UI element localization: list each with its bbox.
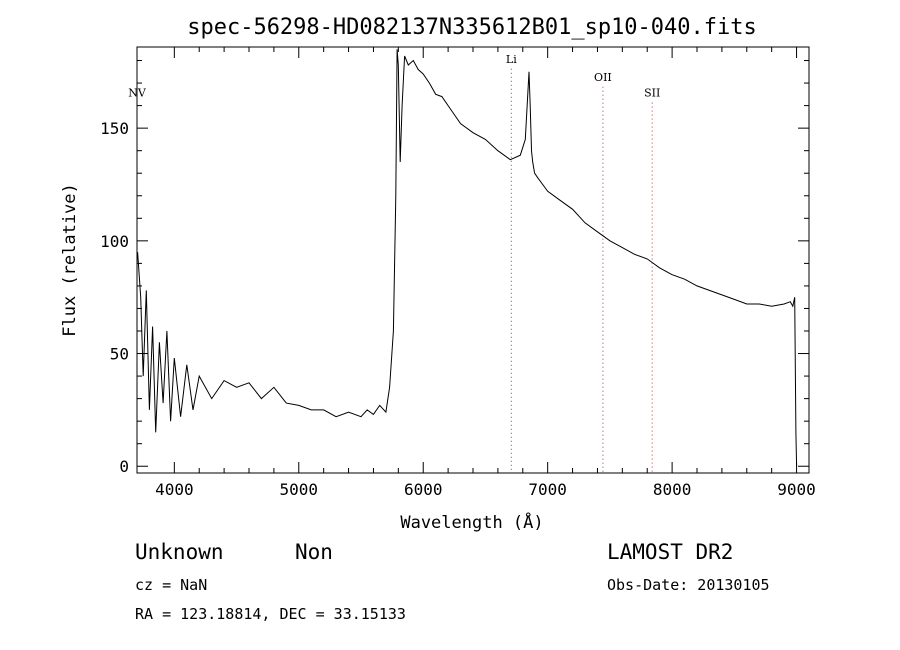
object-class: Unknown [135, 540, 224, 564]
redshift-value: cz = NaN [135, 576, 208, 594]
y-tick-label: 150 [100, 119, 129, 138]
emission-line-markers: NV Li OII SII [128, 53, 660, 473]
x-axis-label: Wavelength (Å) [400, 511, 543, 533]
survey-name: LAMOST DR2 [607, 540, 734, 564]
x-tick-label: 9000 [777, 480, 816, 499]
y-tick-label: 50 [110, 345, 129, 364]
y-tick-label: 0 [119, 457, 129, 476]
x-tick-label: 6000 [404, 480, 443, 499]
y-axis-label: Flux (relative) [60, 183, 80, 337]
marker-label-oii: OII [594, 71, 612, 84]
x-tick-label: 5000 [280, 480, 319, 499]
x-tick-label: 8000 [653, 480, 692, 499]
spectrum-chart: spec-56298-HD082137N335612B01_sp10-040.f… [60, 15, 816, 533]
chart-title: spec-56298-HD082137N335612B01_sp10-040.f… [187, 15, 757, 40]
object-subclass: Non [295, 540, 333, 564]
x-tick-label: 7000 [528, 480, 567, 499]
marker-label-nv: NV [128, 87, 147, 100]
y-tick-label: 100 [100, 232, 129, 251]
coordinates: RA = 123.18814, DEC = 33.15133 [135, 605, 406, 623]
axis-ticks: 4000 5000 6000 7000 8000 9000 0 50 100 150 [100, 47, 816, 499]
plot-frame [136, 46, 810, 474]
marker-label-sii: SII [644, 87, 660, 100]
spectrum-series [137, 49, 798, 467]
marker-label-li: Li [506, 53, 517, 66]
observation-date: Obs-Date: 20130105 [607, 576, 770, 594]
x-tick-label: 4000 [155, 480, 194, 499]
spectrum-line-0 [137, 49, 798, 467]
